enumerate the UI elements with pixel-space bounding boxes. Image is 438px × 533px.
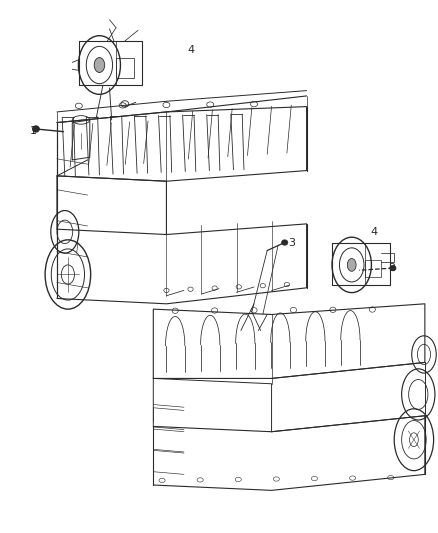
Bar xyxy=(365,260,381,277)
Ellipse shape xyxy=(347,259,356,271)
Text: 4: 4 xyxy=(371,227,378,237)
Ellipse shape xyxy=(390,265,396,271)
Text: 4: 4 xyxy=(187,45,194,55)
Ellipse shape xyxy=(94,58,105,72)
Ellipse shape xyxy=(282,240,288,245)
Text: 3: 3 xyxy=(288,238,295,247)
Text: 1: 1 xyxy=(29,126,36,135)
Text: 2: 2 xyxy=(389,263,396,273)
Bar xyxy=(116,58,134,78)
Ellipse shape xyxy=(32,126,39,132)
